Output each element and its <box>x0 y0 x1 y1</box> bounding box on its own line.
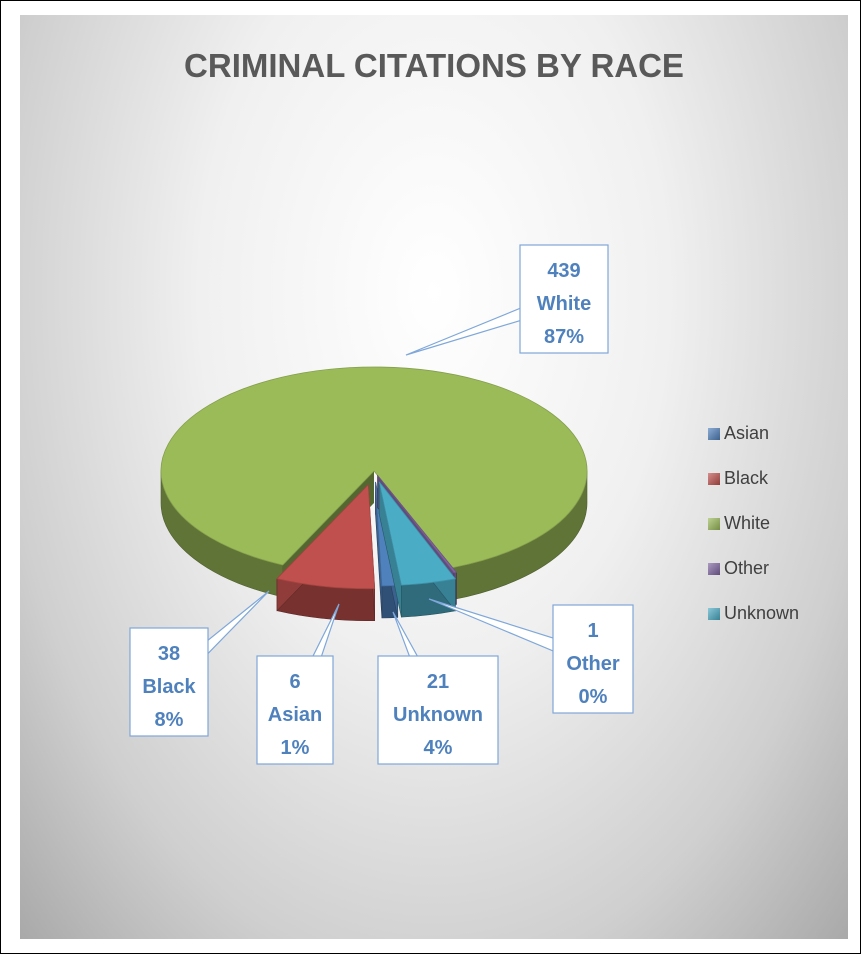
legend-label-asian: Asian <box>724 423 770 443</box>
chart-title: CRIMINAL CITATIONS BY RACE <box>184 47 684 84</box>
legend-label-black: Black <box>724 468 769 488</box>
legend-swatch-unknown <box>708 607 720 620</box>
legend-item-black: Black <box>708 456 799 501</box>
data-label-name-white: White <box>537 293 591 315</box>
pie-top-white <box>160 366 588 569</box>
legend-label-white: White <box>724 513 771 533</box>
legend-item-white: White <box>708 501 799 546</box>
data-label-name-unknown: Unknown <box>393 704 483 726</box>
data-label-value-asian: 6 <box>289 671 300 693</box>
legend-swatch-white <box>708 517 720 530</box>
data-label-value-other: 1 <box>587 620 598 642</box>
data-label-other: 1 Other 0% <box>428 598 634 714</box>
pie-slice-unknown <box>378 480 457 618</box>
data-label-percent-black: 8% <box>155 709 184 731</box>
pie-top-unknown <box>378 481 457 586</box>
pie-top-black <box>276 483 376 590</box>
data-label-percent-white: 87% <box>544 326 584 348</box>
data-label-name-other: Other <box>566 653 620 675</box>
data-label-black: 38 Black 8% <box>129 590 270 737</box>
data-label-percent-asian: 1% <box>281 737 310 759</box>
legend-item-asian: Asian <box>708 411 799 456</box>
data-label-name-asian: Asian <box>268 704 322 726</box>
data-label-white: 439 White 87% <box>405 244 609 356</box>
legend-label-unknown: Unknown <box>724 603 800 623</box>
legend-swatch-asian <box>708 427 720 440</box>
data-label-asian: 6 Asian 1% <box>256 603 340 765</box>
legend-swatch-other <box>708 562 720 575</box>
data-label-unknown: 21 Unknown 4% <box>377 611 499 765</box>
data-label-name-black: Black <box>142 676 196 698</box>
data-label-percent-other: 0% <box>579 686 608 708</box>
data-label-value-white: 439 <box>547 260 580 282</box>
chart-legend: Asian Black White Other Unknown <box>708 411 799 636</box>
pie-slice-black <box>276 483 376 621</box>
legend-item-unknown: Unknown <box>708 591 799 636</box>
pie-top-other <box>377 475 458 574</box>
pie-slice-white <box>160 366 588 601</box>
legend-label-other: Other <box>724 558 770 578</box>
legend-swatch-black <box>708 472 720 485</box>
data-label-percent-unknown: 4% <box>424 737 453 759</box>
legend-item-other: Other <box>708 546 799 591</box>
data-label-value-black: 38 <box>158 643 180 665</box>
data-label-value-unknown: 21 <box>427 671 449 693</box>
